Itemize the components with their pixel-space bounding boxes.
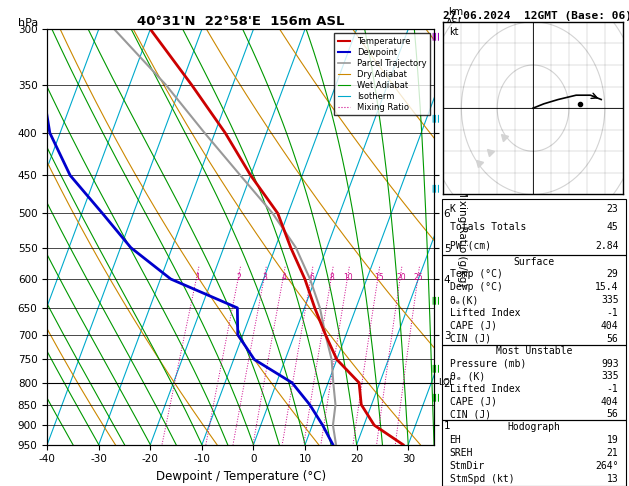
Text: 404: 404	[601, 321, 618, 331]
Text: 23: 23	[607, 204, 618, 213]
Text: 2: 2	[237, 273, 242, 282]
Text: EH: EH	[450, 435, 461, 445]
Text: 25: 25	[414, 273, 423, 282]
Text: Dewp (°C): Dewp (°C)	[450, 282, 503, 292]
Text: SREH: SREH	[450, 448, 473, 458]
Text: 45: 45	[607, 222, 618, 232]
Text: 3: 3	[262, 273, 267, 282]
Text: Lifted Index: Lifted Index	[450, 384, 520, 394]
Text: 20: 20	[396, 273, 406, 282]
Text: 6: 6	[309, 273, 314, 282]
Text: CAPE (J): CAPE (J)	[450, 321, 496, 331]
Text: -1: -1	[607, 308, 618, 318]
Text: θₑ(K): θₑ(K)	[450, 295, 479, 305]
Text: 15.4: 15.4	[595, 282, 618, 292]
Text: 4: 4	[282, 273, 286, 282]
Text: Pressure (mb): Pressure (mb)	[450, 359, 526, 369]
X-axis label: Dewpoint / Temperature (°C): Dewpoint / Temperature (°C)	[155, 470, 326, 483]
Text: K: K	[450, 204, 455, 213]
Text: ≡: ≡	[430, 362, 442, 372]
Text: 29: 29	[607, 269, 618, 279]
Text: Temp (°C): Temp (°C)	[450, 269, 503, 279]
Text: PW (cm): PW (cm)	[450, 241, 491, 251]
Text: Most Unstable: Most Unstable	[496, 347, 572, 356]
Text: 993: 993	[601, 359, 618, 369]
Text: StmDir: StmDir	[450, 461, 485, 471]
Text: ≡: ≡	[430, 30, 442, 40]
Text: ≡: ≡	[430, 294, 442, 304]
Legend: Temperature, Dewpoint, Parcel Trajectory, Dry Adiabat, Wet Adiabat, Isotherm, Mi: Temperature, Dewpoint, Parcel Trajectory…	[335, 34, 430, 116]
Text: Totals Totals: Totals Totals	[450, 222, 526, 232]
Text: CAPE (J): CAPE (J)	[450, 397, 496, 407]
Text: -1: -1	[607, 384, 618, 394]
Text: θₑ (K): θₑ (K)	[450, 371, 485, 382]
Text: CIN (J): CIN (J)	[450, 333, 491, 344]
Text: Lifted Index: Lifted Index	[450, 308, 520, 318]
Text: 8: 8	[330, 273, 335, 282]
Text: Hodograph: Hodograph	[508, 422, 560, 432]
Y-axis label: Mixing Ratio (g/kg): Mixing Ratio (g/kg)	[457, 188, 467, 286]
Text: ≡: ≡	[430, 182, 442, 192]
Text: kt: kt	[449, 27, 459, 37]
Text: 56: 56	[607, 333, 618, 344]
Text: 335: 335	[601, 371, 618, 382]
Text: Surface: Surface	[513, 257, 555, 267]
Text: 56: 56	[607, 409, 618, 419]
Text: LCL: LCL	[438, 378, 454, 387]
Text: 335: 335	[601, 295, 618, 305]
Text: hPa: hPa	[18, 18, 38, 28]
Text: CIN (J): CIN (J)	[450, 409, 491, 419]
Text: km
ASL: km ASL	[446, 7, 464, 28]
Text: 21: 21	[607, 448, 618, 458]
Text: ≡: ≡	[430, 391, 442, 401]
Text: 404: 404	[601, 397, 618, 407]
Text: 27.06.2024  12GMT (Base: 06): 27.06.2024 12GMT (Base: 06)	[443, 11, 629, 21]
Text: 10: 10	[343, 273, 353, 282]
Text: ≡: ≡	[430, 111, 442, 122]
Text: 2.84: 2.84	[595, 241, 618, 251]
Text: StmSpd (kt): StmSpd (kt)	[450, 474, 514, 485]
Title: 40°31'N  22°58'E  156m ASL: 40°31'N 22°58'E 156m ASL	[137, 15, 344, 28]
Text: 15: 15	[374, 273, 384, 282]
Text: 264°: 264°	[595, 461, 618, 471]
Text: 19: 19	[607, 435, 618, 445]
Text: 13: 13	[607, 474, 618, 485]
Text: 1: 1	[195, 273, 200, 282]
